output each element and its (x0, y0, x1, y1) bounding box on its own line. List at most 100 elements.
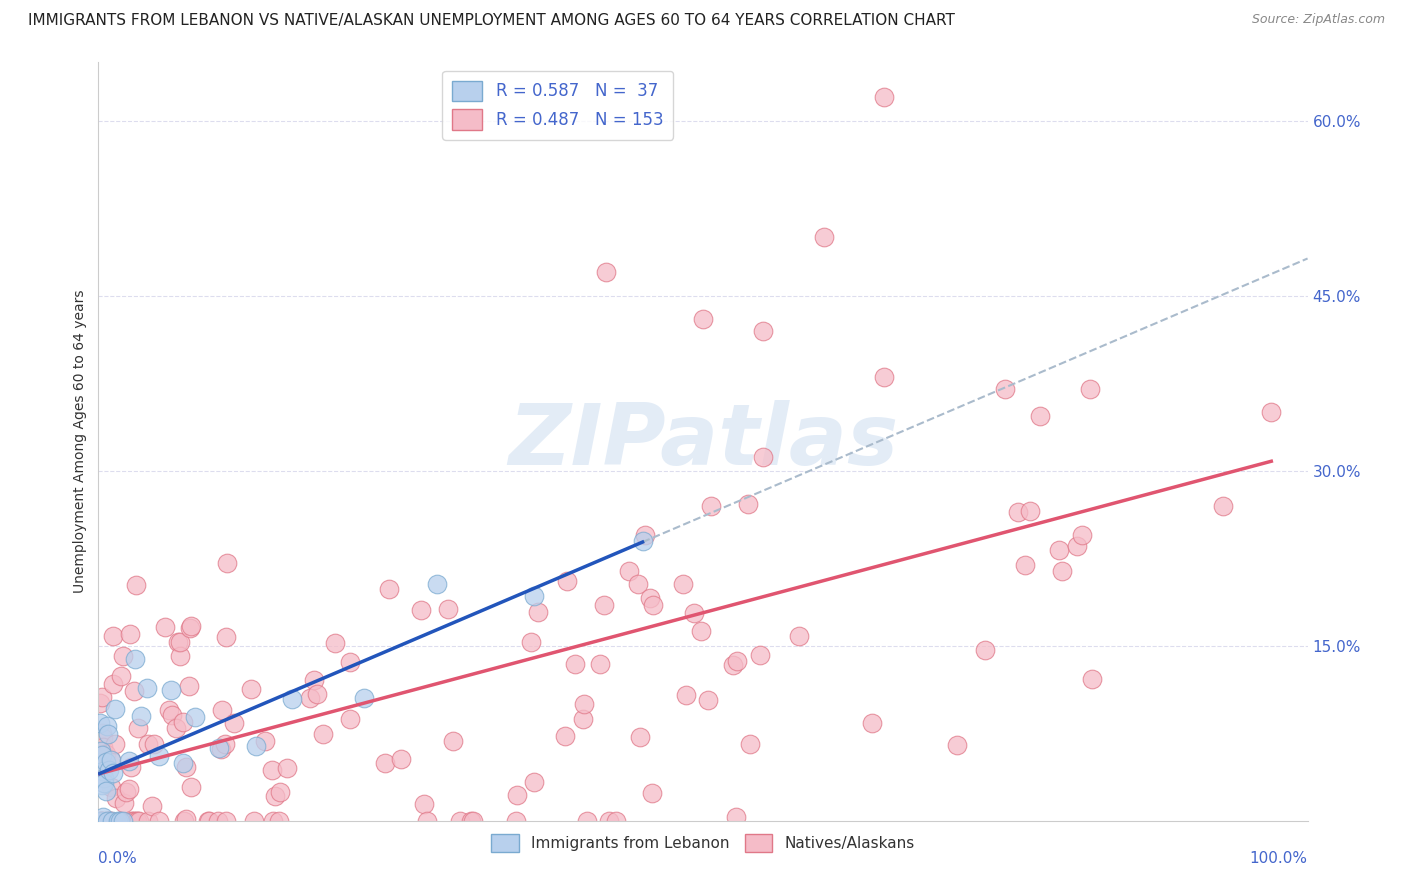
Point (412, 797, 434, 812)
Point (110, 669, 132, 683)
Point (416, 814, 439, 828)
Text: ZIPatlas: ZIPatlas (508, 400, 898, 483)
Point (121, 814, 143, 828)
Point (1019, 504, 1042, 518)
Point (100, 780, 122, 794)
Point (813, 230, 835, 244)
Point (523, 775, 546, 789)
Point (160, 707, 183, 722)
Point (100, 753, 122, 767)
Point (118, 782, 141, 797)
Point (787, 629, 810, 643)
Point (260, 763, 283, 777)
Point (160, 683, 183, 698)
Point (240, 681, 263, 696)
Point (628, 730, 651, 744)
Point (198, 814, 221, 828)
Point (222, 716, 245, 731)
Point (138, 814, 160, 828)
Point (209, 742, 232, 756)
Point (860, 716, 883, 731)
Point (617, 564, 640, 578)
Point (339, 712, 361, 726)
Point (148, 814, 170, 828)
Point (110, 814, 132, 828)
Point (93, 771, 115, 785)
Point (107, 814, 129, 828)
Point (593, 598, 616, 612)
Point (98, 814, 121, 828)
Point (267, 814, 290, 828)
Point (634, 528, 657, 542)
Point (172, 756, 194, 771)
Point (595, 265, 617, 279)
Point (129, 708, 152, 723)
Point (1081, 672, 1104, 686)
Point (214, 737, 236, 751)
Point (519, 635, 541, 649)
Point (176, 760, 198, 774)
Point (91, 814, 114, 828)
Point (505, 814, 527, 828)
Point (104, 737, 127, 751)
Point (180, 618, 202, 632)
Point (100, 814, 122, 828)
Point (973, 642, 995, 657)
Point (377, 582, 399, 596)
Point (1212, 499, 1234, 513)
Point (211, 703, 233, 717)
Point (90, 814, 112, 828)
Point (169, 635, 191, 649)
Point (125, 814, 148, 828)
Point (197, 814, 219, 828)
Point (243, 814, 266, 828)
Point (281, 692, 304, 706)
Point (89, 716, 111, 731)
Point (339, 655, 361, 669)
Point (111, 814, 134, 828)
Point (180, 780, 202, 794)
Point (94, 784, 117, 798)
Point (1260, 405, 1282, 419)
Point (449, 814, 471, 828)
Point (120, 814, 142, 828)
Point (299, 690, 322, 705)
Point (1028, 409, 1050, 423)
Point (564, 657, 586, 672)
Point (269, 785, 291, 799)
Point (1071, 528, 1094, 542)
Point (589, 657, 612, 671)
Point (724, 810, 747, 824)
Point (184, 710, 207, 724)
Point (91, 748, 114, 763)
Point (97, 726, 120, 740)
Point (389, 752, 412, 766)
Point (605, 814, 627, 828)
Point (873, 370, 896, 384)
Point (737, 497, 759, 511)
Point (692, 312, 714, 326)
Point (127, 814, 149, 828)
Point (254, 734, 277, 748)
Point (127, 721, 149, 735)
Point (179, 621, 201, 635)
Point (1007, 505, 1029, 519)
Point (574, 697, 596, 711)
Point (169, 648, 191, 663)
Point (443, 734, 465, 748)
Point (631, 534, 654, 549)
Point (627, 577, 650, 591)
Point (675, 688, 697, 702)
Point (118, 627, 141, 641)
Point (873, 90, 896, 104)
Point (262, 814, 284, 828)
Point (96, 814, 118, 828)
Point (124, 814, 146, 828)
Point (721, 658, 744, 673)
Point (115, 785, 138, 799)
Text: IMMIGRANTS FROM LEBANON VS NATIVE/ALASKAN UNEMPLOYMENT AMONG AGES 60 TO 64 YEARS: IMMIGRANTS FROM LEBANON VS NATIVE/ALASKA… (28, 13, 955, 29)
Point (94, 747, 117, 761)
Point (307, 687, 329, 701)
Text: 100.0%: 100.0% (1250, 851, 1308, 866)
Point (125, 578, 148, 592)
